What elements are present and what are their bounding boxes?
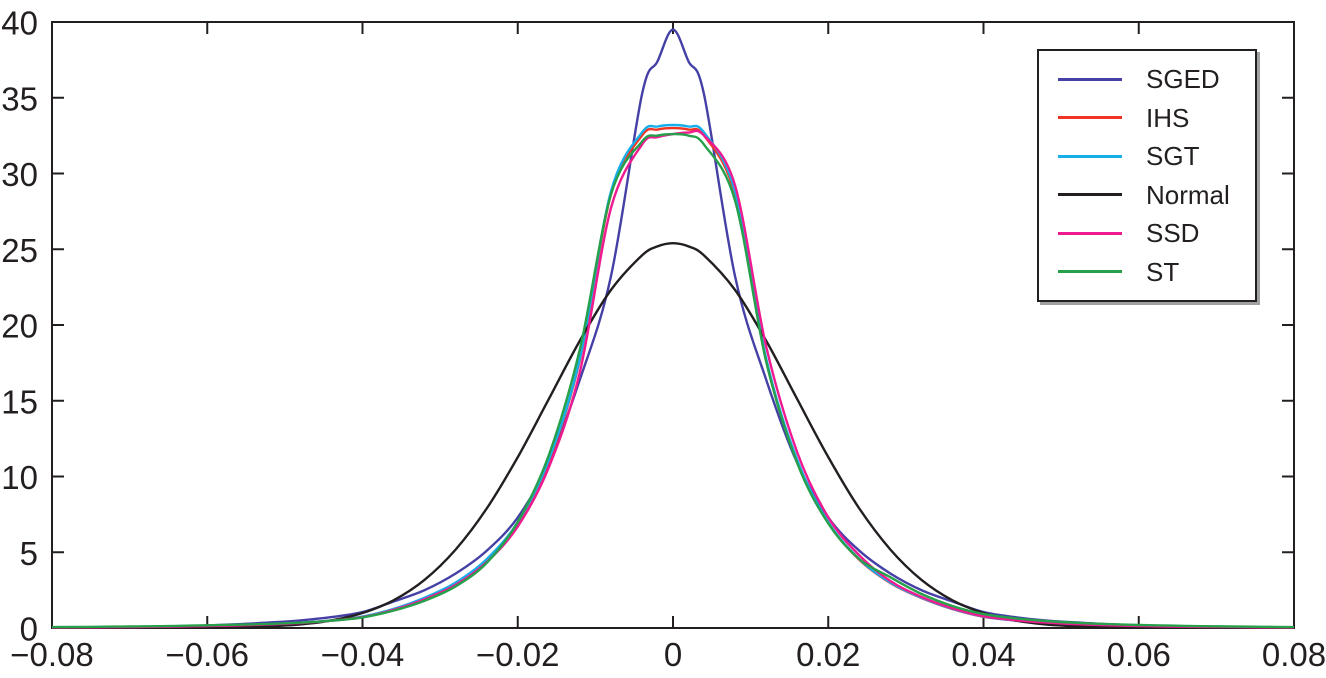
legend-item-ihs: IHS: [1039, 103, 1255, 133]
legend-line-sgt: [1058, 154, 1122, 158]
y-tick-label: 0: [20, 611, 38, 648]
y-tick-label: 25: [1, 232, 38, 269]
y-tick-label: 30: [1, 156, 38, 193]
legend-item-sged: SGED: [1039, 64, 1255, 94]
legend-label-sged: SGED: [1146, 64, 1220, 94]
x-tick-label: −0.08: [10, 636, 94, 673]
x-tick-label: 0.08: [1262, 636, 1326, 673]
legend-label-normal: Normal: [1146, 179, 1230, 210]
y-tick-label: 35: [1, 80, 38, 117]
legend-item-ssd: SSD: [1039, 218, 1255, 248]
y-tick-label: 10: [1, 459, 38, 496]
legend-label-st: ST: [1146, 256, 1180, 287]
x-tick-label: −0.02: [476, 636, 560, 673]
y-tick-label: 40: [1, 5, 38, 42]
x-tick-label: −0.04: [321, 636, 405, 673]
y-tick-label: 5: [20, 535, 38, 572]
x-tick-label: 0.06: [1107, 636, 1171, 673]
legend-item-st: ST: [1039, 257, 1255, 287]
x-tick-label: 0.02: [796, 636, 860, 673]
legend-label-ihs: IHS: [1146, 102, 1190, 133]
legend-line-ihs: [1058, 116, 1122, 120]
y-tick-label: 20: [1, 308, 38, 345]
y-tick-label: 15: [1, 383, 38, 420]
legend: SGED IHS SGT Normal SSD ST: [1037, 49, 1257, 302]
curve-st: [52, 132, 1294, 629]
legend-line-sged: [1058, 77, 1122, 81]
legend-item-sgt: SGT: [1039, 141, 1255, 171]
legend-line-ssd: [1058, 231, 1122, 235]
legend-line-st: [1058, 270, 1122, 274]
x-tick-label: −0.06: [166, 636, 250, 673]
legend-label-sgt: SGT: [1146, 141, 1200, 172]
legend-item-normal: Normal: [1039, 180, 1255, 210]
legend-line-normal: [1058, 193, 1122, 197]
curves-group: [52, 28, 1294, 629]
x-tick-label: 0: [664, 636, 682, 673]
x-tick-label: 0.04: [951, 636, 1015, 673]
legend-label-ssd: SSD: [1146, 218, 1200, 249]
curve-normal: [52, 242, 1294, 629]
